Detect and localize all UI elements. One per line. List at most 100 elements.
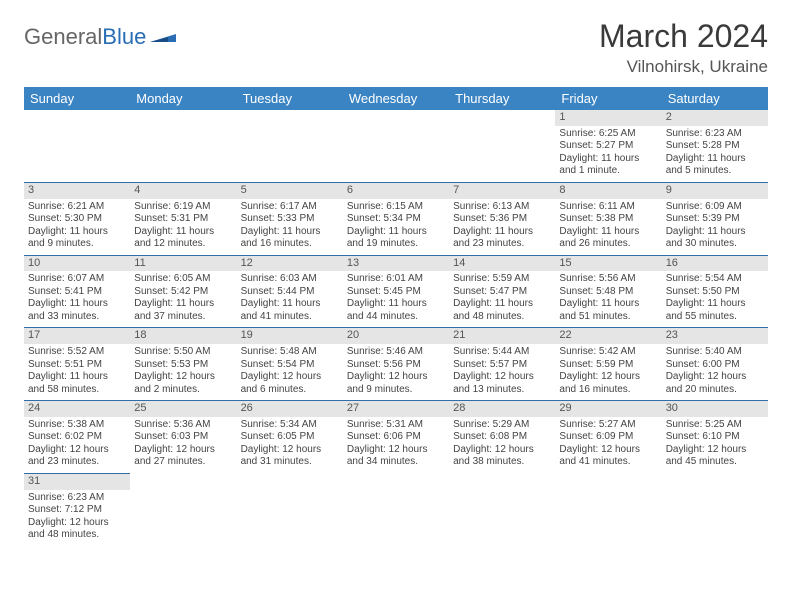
day-header-row: SundayMondayTuesdayWednesdayThursdayFrid… [24, 87, 768, 110]
calendar-cell: 24Sunrise: 5:38 AMSunset: 6:02 PMDayligh… [24, 401, 130, 474]
day-number: 21 [449, 328, 555, 344]
sunset-text: Sunset: 5:34 PM [347, 213, 445, 226]
calendar-cell [449, 473, 555, 545]
sunrise-text: Sunrise: 6:23 AM [666, 128, 764, 141]
daylight-text: Daylight: 12 hours [241, 371, 339, 384]
daylight-text: Daylight: 11 hours [666, 153, 764, 166]
location: Vilnohirsk, Ukraine [599, 57, 768, 77]
calendar-cell [555, 473, 661, 545]
calendar-cell [343, 473, 449, 545]
calendar-cell [237, 473, 343, 545]
sunset-text: Sunset: 5:48 PM [559, 286, 657, 299]
calendar-cell: 5Sunrise: 6:17 AMSunset: 5:33 PMDaylight… [237, 182, 343, 255]
daylight-text: and 12 minutes. [134, 238, 232, 251]
calendar-cell: 6Sunrise: 6:15 AMSunset: 5:34 PMDaylight… [343, 182, 449, 255]
daylight-text: and 2 minutes. [134, 384, 232, 397]
calendar-cell: 1Sunrise: 6:25 AMSunset: 5:27 PMDaylight… [555, 110, 661, 182]
sunset-text: Sunset: 6:03 PM [134, 431, 232, 444]
calendar-cell [343, 110, 449, 182]
day-number: 6 [343, 183, 449, 199]
header: GeneralBlue March 2024 Vilnohirsk, Ukrai… [24, 18, 768, 77]
day-number: 3 [24, 183, 130, 199]
daylight-text: and 9 minutes. [347, 384, 445, 397]
daylight-text: and 5 minutes. [666, 165, 764, 178]
day-header: Monday [130, 87, 236, 110]
daylight-text: Daylight: 11 hours [559, 298, 657, 311]
daylight-text: Daylight: 12 hours [453, 444, 551, 457]
calendar-cell [237, 110, 343, 182]
calendar-cell: 9Sunrise: 6:09 AMSunset: 5:39 PMDaylight… [662, 182, 768, 255]
sunset-text: Sunset: 5:56 PM [347, 359, 445, 372]
sunrise-text: Sunrise: 5:50 AM [134, 346, 232, 359]
day-number: 15 [555, 256, 661, 272]
sunrise-text: Sunrise: 6:19 AM [134, 201, 232, 214]
day-number: 14 [449, 256, 555, 272]
day-number: 10 [24, 256, 130, 272]
calendar-cell: 8Sunrise: 6:11 AMSunset: 5:38 PMDaylight… [555, 182, 661, 255]
sunrise-text: Sunrise: 5:27 AM [559, 419, 657, 432]
calendar-cell [662, 473, 768, 545]
sunrise-text: Sunrise: 6:05 AM [134, 273, 232, 286]
daylight-text: and 55 minutes. [666, 311, 764, 324]
daylight-text: and 38 minutes. [453, 456, 551, 469]
calendar-cell [130, 473, 236, 545]
sunrise-text: Sunrise: 5:29 AM [453, 419, 551, 432]
calendar-cell: 25Sunrise: 5:36 AMSunset: 6:03 PMDayligh… [130, 401, 236, 474]
day-number: 31 [24, 474, 130, 490]
daylight-text: and 44 minutes. [347, 311, 445, 324]
sunset-text: Sunset: 6:02 PM [28, 431, 126, 444]
daylight-text: Daylight: 12 hours [28, 517, 126, 530]
sunset-text: Sunset: 5:51 PM [28, 359, 126, 372]
daylight-text: and 23 minutes. [453, 238, 551, 251]
daylight-text: Daylight: 12 hours [134, 444, 232, 457]
brand-left: General [24, 24, 102, 50]
calendar-cell: 26Sunrise: 5:34 AMSunset: 6:05 PMDayligh… [237, 401, 343, 474]
sunrise-text: Sunrise: 6:13 AM [453, 201, 551, 214]
sunset-text: Sunset: 5:41 PM [28, 286, 126, 299]
day-number: 26 [237, 401, 343, 417]
calendar-week: 10Sunrise: 6:07 AMSunset: 5:41 PM Dayligh… [24, 255, 768, 328]
sunrise-text: Sunrise: 6:15 AM [347, 201, 445, 214]
calendar-cell: 3Sunrise: 6:21 AMSunset: 5:30 PMDaylight… [24, 182, 130, 255]
day-number: 8 [555, 183, 661, 199]
daylight-text: Daylight: 12 hours [666, 444, 764, 457]
calendar-cell: 11Sunrise: 6:05 AMSunset: 5:42 PMDayligh… [130, 255, 236, 328]
daylight-text: and 26 minutes. [559, 238, 657, 251]
calendar-cell: 28Sunrise: 5:29 AMSunset: 6:08 PMDayligh… [449, 401, 555, 474]
day-number: 23 [662, 328, 768, 344]
calendar-cell [24, 110, 130, 182]
sunset-text: Sunset: 5:53 PM [134, 359, 232, 372]
sunset-text: Sunset: 5:50 PM [666, 286, 764, 299]
sunrise-text: Sunrise: 6:07 AM [28, 273, 126, 286]
day-number: 4 [130, 183, 236, 199]
calendar-cell: 2Sunrise: 6:23 AMSunset: 5:28 PMDaylight… [662, 110, 768, 182]
daylight-text: and 58 minutes. [28, 384, 126, 397]
daylight-text: and 13 minutes. [453, 384, 551, 397]
sunrise-text: Sunrise: 5:46 AM [347, 346, 445, 359]
sunset-text: Sunset: 6:06 PM [347, 431, 445, 444]
day-number: 22 [555, 328, 661, 344]
daylight-text: and 1 minute. [559, 165, 657, 178]
calendar-cell: 4Sunrise: 6:19 AMSunset: 5:31 PMDaylight… [130, 182, 236, 255]
daylight-text: Daylight: 11 hours [241, 298, 339, 311]
calendar-week: 17Sunrise: 5:52 AMSunset: 5:51 PMDayligh… [24, 328, 768, 401]
daylight-text: Daylight: 12 hours [347, 444, 445, 457]
sunset-text: Sunset: 5:47 PM [453, 286, 551, 299]
sunrise-text: Sunrise: 6:03 AM [241, 273, 339, 286]
calendar-table: SundayMondayTuesdayWednesdayThursdayFrid… [24, 87, 768, 546]
day-header: Sunday [24, 87, 130, 110]
day-number: 30 [662, 401, 768, 417]
day-number: 9 [662, 183, 768, 199]
daylight-text: and 20 minutes. [666, 384, 764, 397]
daylight-text: and 48 minutes. [28, 529, 126, 542]
sunrise-text: Sunrise: 5:59 AM [453, 273, 551, 286]
day-header: Friday [555, 87, 661, 110]
brand-logo: GeneralBlue [24, 24, 176, 50]
calendar-cell: 30Sunrise: 5:25 AMSunset: 6:10 PMDayligh… [662, 401, 768, 474]
daylight-text: Daylight: 11 hours [241, 226, 339, 239]
sunrise-text: Sunrise: 5:36 AM [134, 419, 232, 432]
daylight-text: Daylight: 12 hours [559, 371, 657, 384]
sunrise-text: Sunrise: 5:34 AM [241, 419, 339, 432]
daylight-text: Daylight: 11 hours [134, 298, 232, 311]
daylight-text: Daylight: 11 hours [666, 226, 764, 239]
